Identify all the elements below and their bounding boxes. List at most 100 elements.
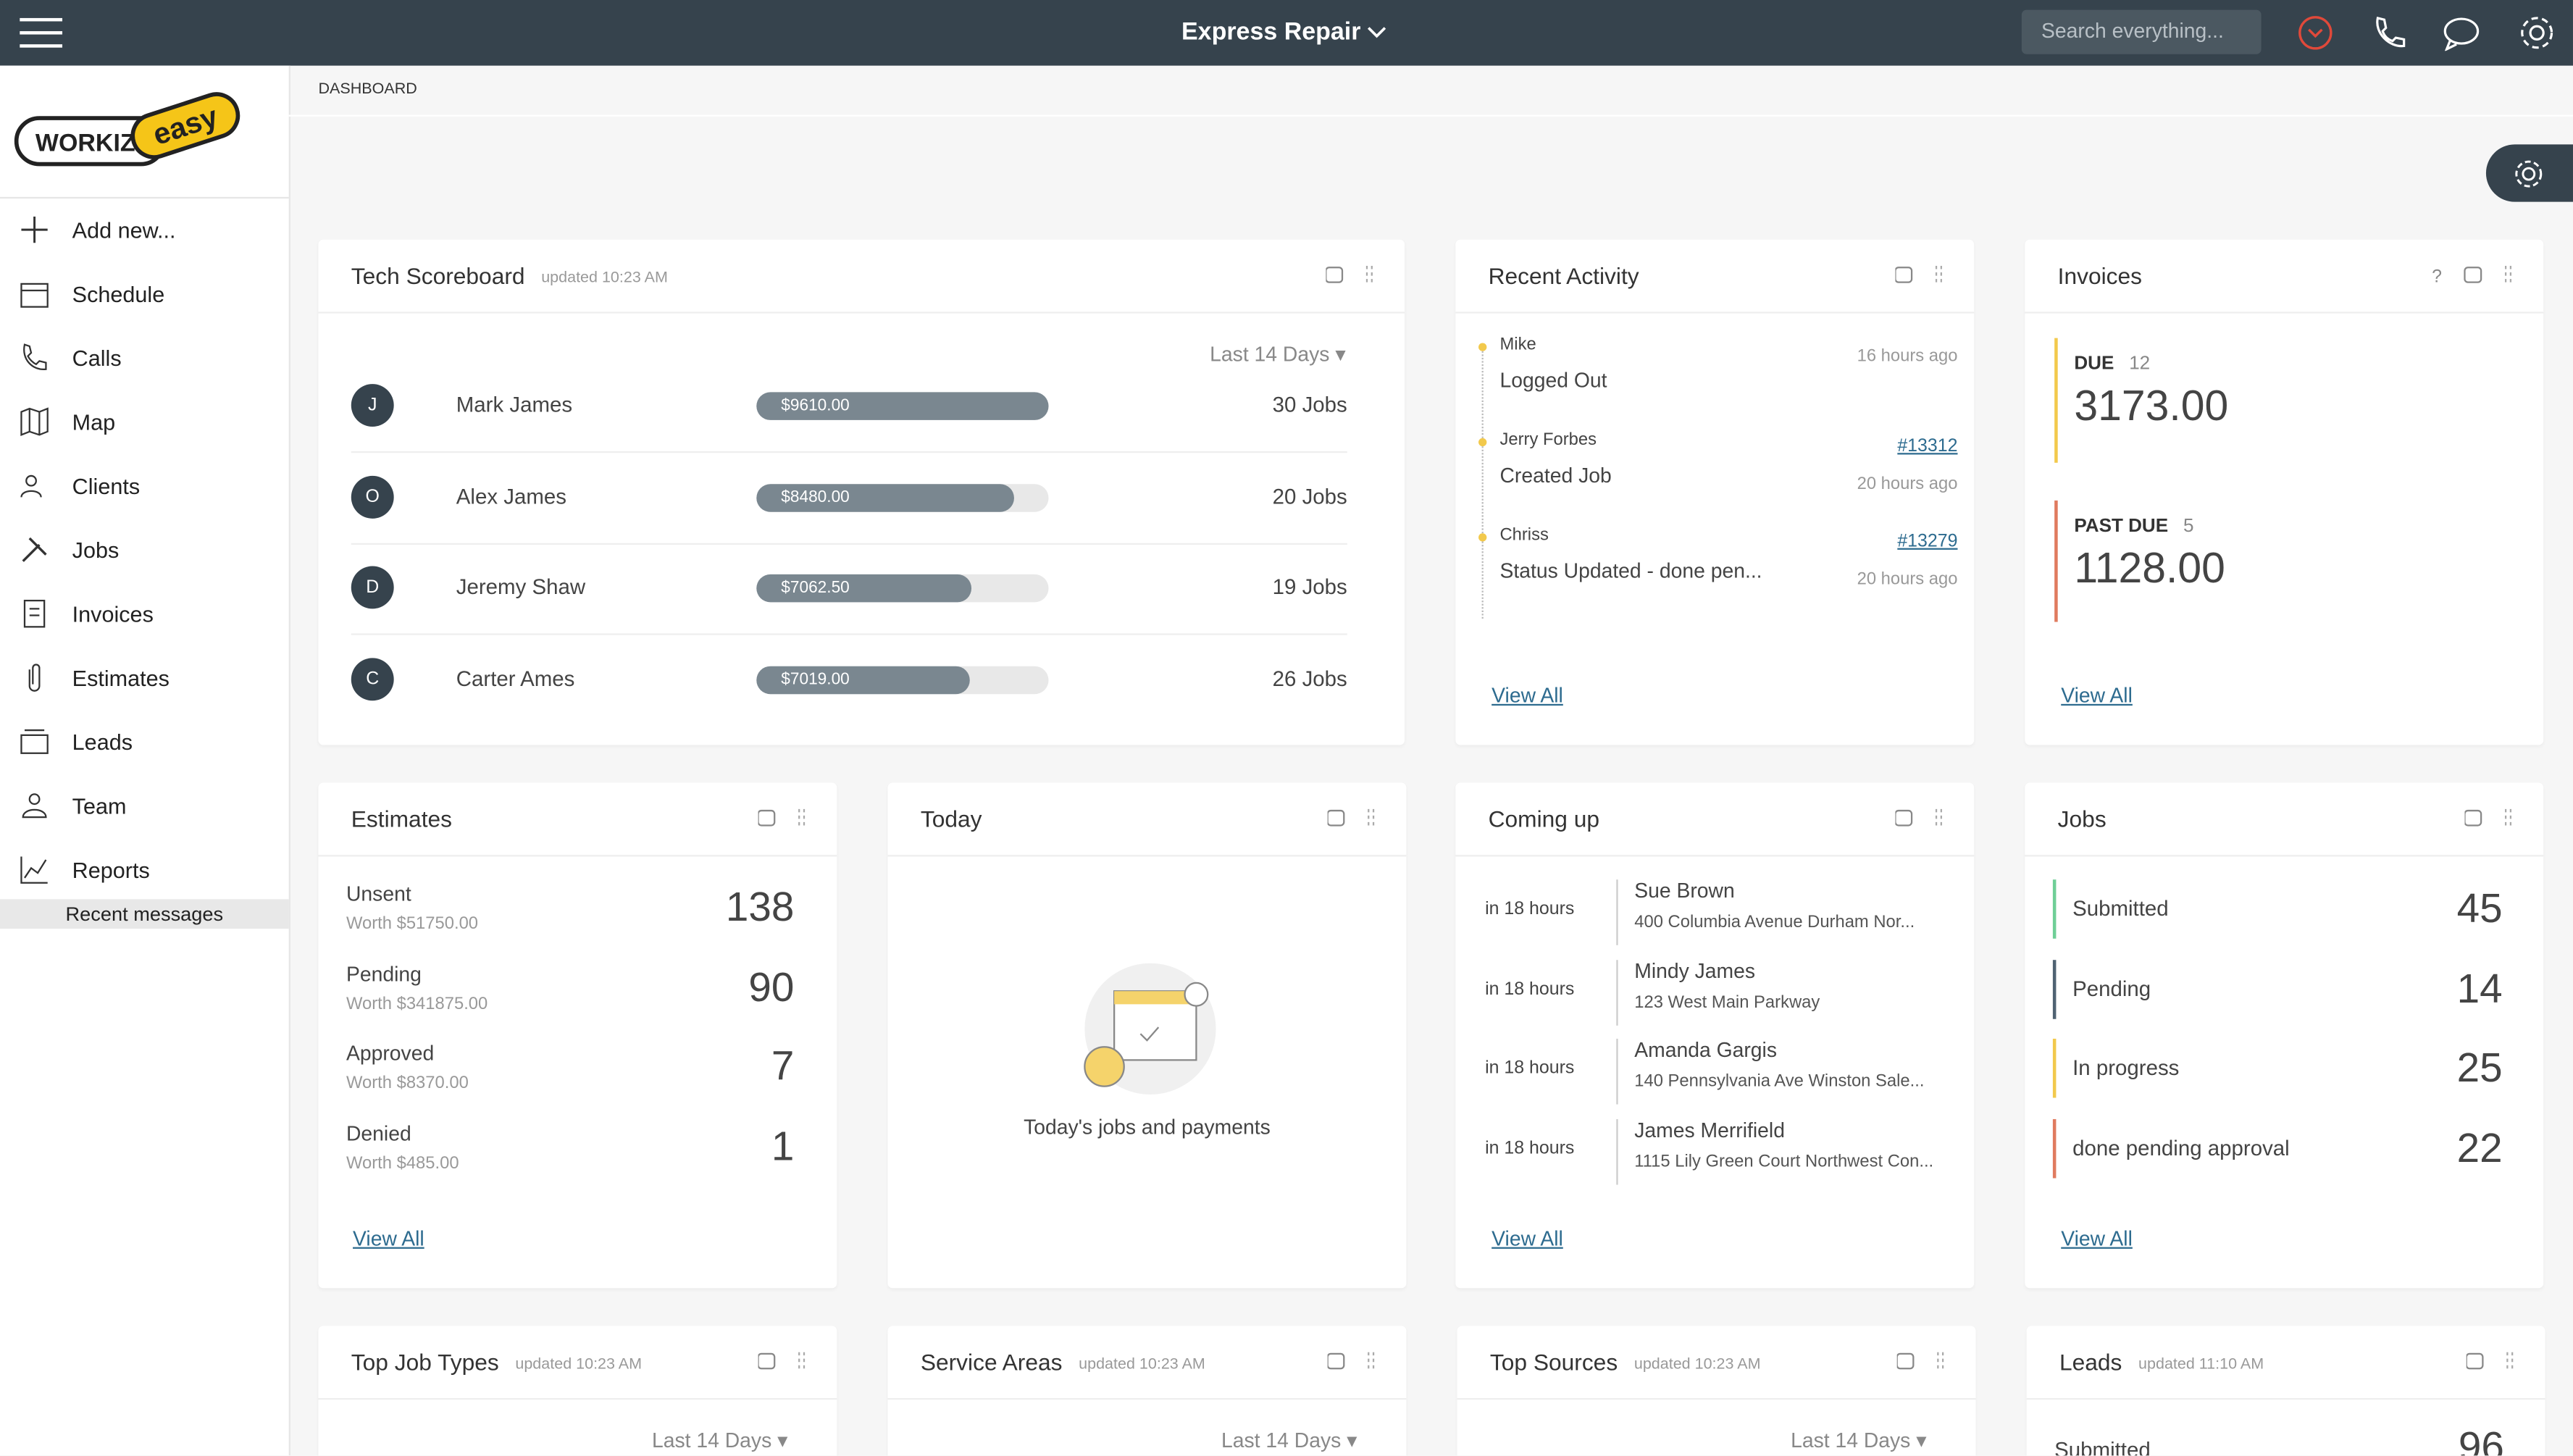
nav-team[interactable]: Team [0, 774, 289, 837]
text: Last 14 Days [1210, 343, 1330, 367]
view-all-link[interactable]: View All [2061, 684, 2133, 708]
card-title: Estimates [351, 806, 453, 832]
today-caption: Today's jobs and payments [1024, 1116, 1271, 1139]
view-all-link[interactable]: View All [353, 1227, 424, 1251]
coming-up-card: Coming up in 18 hours Sue Brown 400 Colu… [1455, 782, 1975, 1289]
phone-icon[interactable] [2371, 14, 2407, 51]
text: 12 [2129, 354, 2151, 375]
bar-track: $8480.00 [756, 483, 1049, 511]
search-box[interactable]: Search everything... [2021, 9, 2262, 54]
text: Leads [72, 729, 133, 754]
invoices-card: Invoices? DUE 12 3173.00 PAST DUE 5 1128… [2025, 239, 2544, 745]
range-select[interactable]: Last 14 Days ▾ [1210, 343, 1346, 367]
job-status: In progress [2072, 1055, 2180, 1080]
settings-icon[interactable] [2517, 13, 2556, 52]
nav-map[interactable]: Map [0, 390, 289, 453]
text: $9610.00 [781, 397, 850, 416]
activity-action: Status Updated - done pen... [1499, 559, 1762, 583]
view-all-link[interactable]: View All [1491, 1227, 1563, 1251]
status-marker [2052, 879, 2057, 939]
estimate-worth: Worth $8370.00 [346, 1073, 469, 1094]
text: Jobs [72, 537, 120, 562]
nav-add[interactable]: Add new... [0, 198, 289, 261]
revenue-bar: $7062.50 [756, 574, 971, 603]
coming-name: Amanda Gargis [1634, 1039, 1778, 1063]
today-card: Today Today's jobs and payments [887, 782, 1407, 1289]
range-select[interactable]: Last 14 Days ▾ [1221, 1429, 1357, 1452]
bar-track: $7019.00 [756, 666, 1049, 694]
timer-icon[interactable] [2297, 14, 2333, 51]
text: DUE [2074, 354, 2114, 375]
updated-time: updated 10:23 AM [1633, 1355, 1761, 1373]
card-title: Leads [2059, 1349, 2122, 1376]
text: Invoices [72, 601, 154, 627]
recent-activity-card: Recent Activity Mike Logged Out 16 hours… [1455, 239, 1975, 745]
updated-time: updated 10:23 AM [1079, 1355, 1205, 1373]
estimate-status: Pending [346, 962, 422, 986]
chat-icon[interactable] [2442, 14, 2485, 51]
card-title: Jobs [2057, 806, 2106, 832]
nav-reports[interactable]: Reports [0, 839, 289, 901]
range-select[interactable]: Last 14 Days ▾ [651, 1429, 788, 1452]
coming-name: James Merrifield [1634, 1118, 1785, 1142]
summary-card: Top Job Types updated 10:23 AM Last 14 Da… [318, 1326, 837, 1456]
recent-messages[interactable]: Recent messages [0, 899, 289, 929]
card-title: Today [920, 806, 982, 832]
sidebar: easy WORKIZ Add new... Schedule Calls Ma… [0, 65, 290, 1456]
company-switcher[interactable]: Express Repair [1181, 18, 1387, 46]
tech-jobs: 20 Jobs [1272, 483, 1347, 509]
text: $7019.00 [781, 671, 850, 689]
nav-schedule[interactable]: Schedule [0, 262, 289, 325]
nav-calls[interactable]: Calls [0, 327, 289, 389]
revenue-bar: $8480.00 [756, 483, 1015, 511]
activity-action: Logged Out [1499, 369, 1607, 393]
coming-address: 1115 Lily Green Court Northwest Con... [1634, 1151, 1934, 1171]
nav-invoices[interactable]: Invoices [0, 582, 289, 645]
bar-track: $9610.00 [756, 392, 1049, 420]
estimate-status: Unsent [346, 882, 411, 906]
calendar-illustration [1084, 963, 1216, 1095]
view-all-link[interactable]: View All [2061, 1227, 2133, 1251]
menu-button[interactable] [20, 14, 63, 51]
tech-scoreboard-card: Tech Scoreboard updated 10:23 AM Last 14 … [318, 239, 1405, 745]
activity-time: 20 hours ago [1857, 474, 1958, 494]
coming-name: Mindy James [1634, 959, 1756, 982]
tech-name: Carter Ames [456, 666, 575, 691]
job-link[interactable]: #13279 [1897, 531, 1958, 552]
coming-address: 123 West Main Parkway [1634, 992, 1820, 1012]
range-select[interactable]: Last 14 Days ▾ [1791, 1429, 1927, 1452]
estimate-status: Approved [346, 1042, 435, 1066]
activity-time: 20 hours ago [1857, 569, 1958, 590]
text: Team [72, 793, 127, 819]
coming-when: in 18 hours [1485, 979, 1575, 999]
card-title: Tech Scoreboard [351, 262, 525, 289]
job-status: Pending [2072, 975, 2151, 1000]
due-block: DUE 12 3173.00 [2054, 338, 2228, 463]
nav-leads[interactable]: Leads [0, 711, 289, 773]
top-bar: Express Repair Search everything... [0, 0, 2573, 66]
svg-text:?: ? [2432, 267, 2442, 286]
tech-avatar: J [351, 384, 394, 427]
updated-time: updated 11:10 AM [2138, 1355, 2264, 1373]
job-link[interactable]: #13312 [1897, 436, 1958, 456]
status-marker [2052, 1039, 2057, 1098]
job-count: 14 [2456, 966, 2503, 1012]
text: Reports [72, 857, 150, 882]
breadcrumb: DASHBOARD [318, 80, 417, 99]
logo-brand: WORKIZ [35, 129, 135, 156]
tech-name: Alex James [456, 483, 566, 509]
nav-estimates[interactable]: Estimates [0, 647, 289, 709]
text: Calls [72, 345, 122, 370]
job-status: Submitted [2072, 895, 2169, 921]
job-count: 25 [2456, 1045, 2503, 1092]
dashboard-settings[interactable] [2485, 144, 2573, 202]
updated-time: updated 10:23 AM [541, 268, 668, 287]
coming-when: in 18 hours [1485, 899, 1575, 919]
text: Last 14 Days [1221, 1429, 1342, 1452]
view-all-link[interactable]: View All [1491, 684, 1563, 708]
nav-jobs[interactable]: Jobs [0, 519, 289, 581]
nav-clients[interactable]: Clients [0, 454, 289, 516]
text: Map [72, 409, 116, 435]
